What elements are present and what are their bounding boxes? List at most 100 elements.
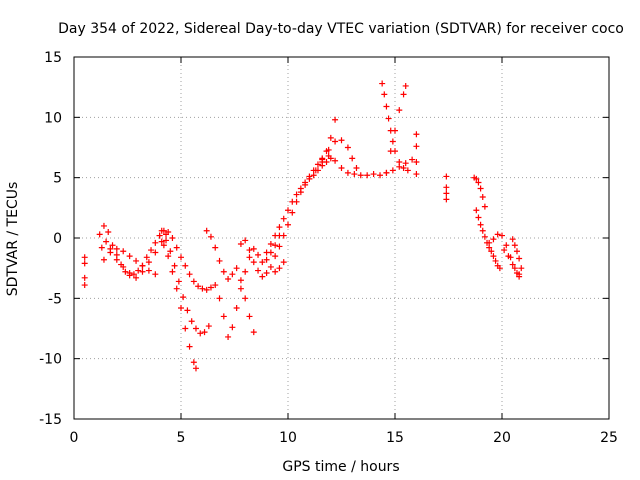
data-point <box>169 235 176 241</box>
data-point <box>509 261 516 268</box>
data-point <box>81 274 88 281</box>
data-points <box>81 80 525 372</box>
data-point <box>186 343 193 350</box>
data-point <box>195 283 202 290</box>
series-sat-t <box>473 207 503 272</box>
series-sat-l <box>272 155 334 260</box>
data-point <box>496 265 503 272</box>
data-point <box>276 243 283 250</box>
data-point <box>306 175 313 182</box>
data-point <box>158 238 165 245</box>
data-point <box>139 268 146 275</box>
data-point <box>385 115 392 122</box>
data-point <box>494 231 501 238</box>
data-point <box>276 265 283 272</box>
data-point <box>190 359 197 366</box>
data-point <box>133 274 140 281</box>
data-point <box>255 267 262 274</box>
data-point <box>327 134 334 141</box>
data-point <box>413 143 420 150</box>
data-point <box>229 271 236 278</box>
data-point <box>203 227 210 234</box>
data-point <box>184 307 191 314</box>
data-point <box>81 254 88 261</box>
data-point <box>509 236 516 243</box>
data-point <box>409 156 416 163</box>
data-point <box>379 80 386 87</box>
data-point <box>205 323 212 330</box>
data-point <box>413 158 420 165</box>
data-point <box>100 222 107 229</box>
data-point <box>272 232 279 239</box>
data-point <box>325 146 332 153</box>
series-sat-w <box>509 236 525 272</box>
data-point <box>381 91 388 98</box>
data-point <box>242 237 249 244</box>
data-point <box>492 257 499 264</box>
data-point <box>310 172 317 179</box>
data-point <box>229 324 236 331</box>
series-sat-u <box>486 231 523 278</box>
chart-title: Day 354 of 2022, Sidereal Day-to-day VTE… <box>58 21 624 37</box>
data-point <box>163 237 170 244</box>
data-point <box>180 294 187 301</box>
data-point <box>312 167 319 174</box>
data-point <box>479 227 486 234</box>
data-point <box>148 247 155 254</box>
series-sat-h <box>203 227 257 336</box>
data-point <box>387 148 394 155</box>
data-point <box>499 232 505 239</box>
data-point <box>396 158 403 165</box>
data-point <box>513 248 520 255</box>
data-point <box>207 233 214 240</box>
data-point <box>130 271 137 278</box>
data-point <box>263 249 270 256</box>
data-point <box>225 333 232 340</box>
data-point <box>325 152 332 159</box>
series-sat-m <box>319 137 360 172</box>
data-point <box>167 248 174 255</box>
data-point <box>332 116 339 123</box>
data-point <box>443 184 450 191</box>
data-point <box>192 325 199 332</box>
data-point <box>259 259 266 266</box>
data-point <box>250 259 257 266</box>
data-point <box>413 131 420 138</box>
data-point <box>105 228 112 235</box>
data-point <box>250 329 257 336</box>
data-point <box>81 282 88 289</box>
data-point <box>225 276 232 283</box>
data-point <box>319 158 326 165</box>
data-point <box>192 365 199 372</box>
data-point <box>402 82 409 89</box>
data-point <box>501 247 508 254</box>
data-point <box>237 241 244 248</box>
data-point <box>389 167 396 174</box>
data-point <box>103 238 110 245</box>
data-point <box>475 214 482 221</box>
data-point <box>349 155 356 162</box>
y-tick-label: -5 <box>48 291 62 307</box>
x-tick-label: 5 <box>177 430 186 446</box>
data-point <box>389 138 396 145</box>
data-point <box>152 271 159 278</box>
data-point <box>237 277 244 284</box>
data-point <box>152 239 159 246</box>
data-point <box>156 232 163 239</box>
data-point <box>280 215 287 222</box>
data-point <box>188 318 195 325</box>
data-point <box>443 173 450 180</box>
data-point <box>212 244 219 251</box>
data-point <box>443 196 450 203</box>
data-point <box>516 255 523 262</box>
data-point <box>160 242 167 249</box>
data-point <box>518 265 525 272</box>
y-tick-label: 0 <box>53 231 62 247</box>
data-point <box>233 265 240 272</box>
data-point <box>175 278 182 285</box>
data-point <box>272 242 279 249</box>
data-point <box>272 253 279 260</box>
data-point <box>250 245 257 252</box>
data-point <box>332 138 339 145</box>
data-point <box>126 269 133 276</box>
